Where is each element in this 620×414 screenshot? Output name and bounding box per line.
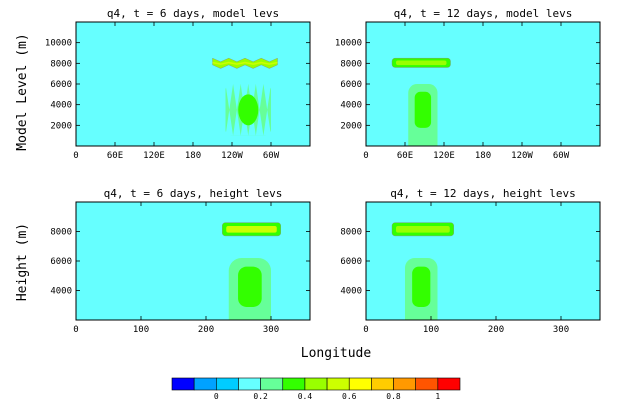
y-tick-label: 4000 bbox=[340, 287, 362, 297]
colorbar-tick-label: 0 bbox=[214, 392, 219, 401]
x-tick-label: 120E bbox=[143, 151, 165, 161]
x-axis-label: Longitude bbox=[301, 346, 372, 361]
x-tick-label: 60E bbox=[107, 151, 123, 161]
x-tick-label: 180 bbox=[475, 151, 491, 161]
panel-2: q4, t = 12 days, model levs 0 60E 120E 180 12… bbox=[335, 7, 601, 161]
x-tick-label: 120W bbox=[511, 151, 533, 161]
x-tick-label: 180 bbox=[185, 151, 201, 161]
colorbar-swatch bbox=[193, 377, 217, 391]
tracer-striped-column-2-notch bbox=[255, 84, 264, 110]
colorbar-swatch bbox=[437, 377, 461, 391]
y-tick-label: 4000 bbox=[340, 101, 362, 111]
x-tick-label: 120E bbox=[433, 151, 455, 161]
x-tick-label: 300 bbox=[553, 325, 569, 335]
tracer-band-1-core bbox=[396, 60, 447, 66]
tracer-striped-column-2-notch bbox=[263, 109, 271, 136]
tracer-zigzag-band-1 bbox=[212, 57, 278, 69]
panel-title: q4, t = 12 days, height levs bbox=[390, 187, 575, 200]
colorbar-swatch bbox=[171, 377, 195, 391]
y-tick-label: 10000 bbox=[45, 39, 72, 49]
tracer-striped-column-2-notch bbox=[263, 84, 271, 110]
y-tick-label: 8000 bbox=[50, 59, 72, 69]
tracer-striped-column-2-notch bbox=[225, 84, 234, 110]
colorbar-tick-label: 1 bbox=[435, 392, 440, 401]
colorbar-swatch bbox=[304, 377, 328, 391]
y-tick-label: 8000 bbox=[340, 59, 362, 69]
panel-title: q4, t = 6 days, model levs bbox=[107, 7, 279, 20]
colorbar-swatch bbox=[216, 377, 239, 391]
y-tick-label: 2000 bbox=[340, 121, 362, 131]
x-tick-label: 200 bbox=[198, 325, 214, 335]
colorbar-swatch bbox=[260, 377, 284, 391]
colorbar-swatch bbox=[348, 377, 372, 391]
colorbar-swatch bbox=[326, 377, 350, 391]
tracer-band-1-core bbox=[226, 225, 277, 233]
y-tick-label: 8000 bbox=[50, 228, 72, 238]
colorbar-tick-label: 0.4 bbox=[298, 392, 313, 401]
tracer-zigzag-band-1-core bbox=[212, 61, 278, 65]
x-tick-label: 200 bbox=[488, 325, 504, 335]
tracer-striped-column-2-notch bbox=[233, 109, 241, 136]
x-tick-label: 0 bbox=[73, 325, 78, 335]
panels: q4, t = 6 days, model levs 0 60E 120E 180 120… bbox=[45, 7, 601, 335]
x-tick-label: 60E bbox=[397, 151, 413, 161]
panel-4: q4, t = 12 days, height levs 0 100 200 300 40… bbox=[340, 187, 601, 335]
colorbar-tick-label: 0.8 bbox=[386, 392, 401, 401]
tracer-column-2-core bbox=[412, 266, 431, 307]
row1-ylabel: Model Level (m) bbox=[15, 33, 30, 150]
x-tick-label: 0 bbox=[73, 151, 78, 161]
colorbar: 0 0.2 0.4 0.6 0.8 1 bbox=[171, 377, 461, 401]
y-tick-label: 6000 bbox=[340, 80, 362, 90]
panel-title: q4, t = 6 days, height levs bbox=[104, 187, 283, 200]
x-tick-label: 120W bbox=[221, 151, 243, 161]
colorbar-swatch bbox=[415, 377, 439, 391]
panel-1: q4, t = 6 days, model levs 0 60E 120E 180 120… bbox=[45, 7, 311, 161]
tracer-column-2-core bbox=[238, 266, 262, 307]
y-tick-label: 8000 bbox=[340, 228, 362, 238]
tracer-striped-column-2-notch bbox=[233, 84, 241, 110]
x-tick-label: 60W bbox=[263, 151, 280, 161]
y-tick-label: 10000 bbox=[335, 39, 362, 49]
y-tick-label: 2000 bbox=[50, 121, 72, 131]
tracer-striped-column-2-core bbox=[238, 94, 259, 126]
colorbar-tick-label: 0.2 bbox=[253, 392, 268, 401]
colorbar-swatch bbox=[282, 377, 306, 391]
y-tick-label: 4000 bbox=[50, 101, 72, 111]
colorbar-tick-label: 0.6 bbox=[342, 392, 357, 401]
x-tick-label: 60W bbox=[553, 151, 570, 161]
y-tick-label: 4000 bbox=[50, 287, 72, 297]
x-tick-label: 100 bbox=[133, 325, 149, 335]
field-background bbox=[76, 202, 310, 320]
panel-3: q4, t = 6 days, height levs 0 100 200 300 400… bbox=[50, 187, 311, 335]
panel-title: q4, t = 12 days, model levs bbox=[394, 7, 573, 20]
colorbar-swatch bbox=[238, 377, 261, 391]
x-tick-label: 0 bbox=[363, 151, 368, 161]
y-tick-label: 6000 bbox=[50, 257, 72, 267]
tracer-column-2-core bbox=[414, 91, 432, 128]
tracer-band-1-core bbox=[396, 225, 450, 233]
colorbar-swatch bbox=[371, 377, 394, 391]
field-background bbox=[366, 202, 600, 320]
field-background bbox=[76, 22, 310, 146]
colorbar-swatch bbox=[393, 377, 416, 391]
tracer-striped-column-2-notch bbox=[255, 109, 264, 136]
row2-ylabel: Height (m) bbox=[15, 223, 30, 301]
x-tick-label: 100 bbox=[423, 325, 439, 335]
tracer-striped-column-2-notch bbox=[225, 109, 234, 136]
y-tick-label: 6000 bbox=[340, 257, 362, 267]
x-tick-label: 0 bbox=[363, 325, 368, 335]
field-background bbox=[366, 22, 600, 146]
x-tick-label: 300 bbox=[263, 325, 279, 335]
y-tick-label: 6000 bbox=[50, 80, 72, 90]
